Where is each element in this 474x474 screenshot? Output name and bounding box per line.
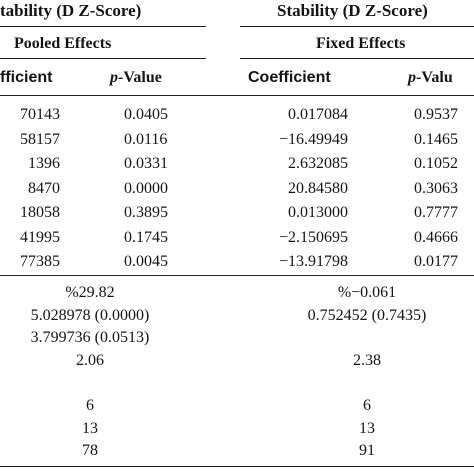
summary-value-left: 6 bbox=[86, 397, 94, 414]
column-header-pvalue-right: p-Valu bbox=[408, 70, 453, 86]
cell-coefficient-pooled: 77385 bbox=[20, 253, 60, 270]
pvalue-italic-p: p bbox=[110, 69, 118, 86]
summary-value-left: 2.06 bbox=[76, 351, 104, 369]
cell-pvalue-pooled: 0.0405 bbox=[124, 106, 168, 123]
summary-value-right: 2.38 bbox=[353, 351, 381, 369]
cell-coefficient-fixed: 20.84580 bbox=[288, 179, 348, 197]
summary-value-left: 78 bbox=[82, 442, 98, 460]
summary-value-right: 91 bbox=[359, 442, 375, 460]
summary-value-left: %29.82 bbox=[65, 284, 115, 301]
summary-value-left: 3.799736 (0.0513) bbox=[30, 329, 150, 347]
summary-value-right: 13 bbox=[359, 419, 375, 437]
subheader-fixed-effects: Fixed Effects bbox=[316, 35, 406, 52]
rule-under-data-rows bbox=[0, 275, 474, 276]
pvalue-suffix: -Valu bbox=[416, 69, 453, 86]
cell-pvalue-fixed: 0.1052 bbox=[414, 155, 458, 172]
rule-table-bottom bbox=[0, 466, 474, 467]
cell-pvalue-fixed: 0.1465 bbox=[414, 130, 458, 148]
cell-pvalue-fixed: 0.3063 bbox=[414, 179, 458, 197]
group-header-right: Stability (D Z-Score) bbox=[277, 1, 428, 20]
cell-coefficient-pooled: 1396 bbox=[28, 155, 60, 172]
pvalue-italic-p: p bbox=[408, 69, 416, 86]
cell-coefficient-pooled: 58157 bbox=[20, 130, 60, 148]
subheader-pooled-effects: Pooled Effects bbox=[14, 35, 112, 52]
cell-pvalue-fixed: 0.0177 bbox=[414, 253, 458, 270]
cell-coefficient-fixed: −16.49949 bbox=[278, 130, 348, 148]
column-header-coefficient-left: fficient bbox=[0, 69, 53, 86]
cell-pvalue-fixed: 0.4666 bbox=[414, 228, 458, 246]
column-header-pvalue-left: p-Value bbox=[110, 70, 162, 86]
cell-coefficient-pooled: 70143 bbox=[20, 106, 60, 123]
rule-under-column-headers bbox=[0, 95, 474, 96]
cell-coefficient-fixed: 2.632085 bbox=[288, 155, 348, 172]
cell-pvalue-fixed: 0.9537 bbox=[414, 106, 458, 123]
summary-value-left: 5.028978 (0.0000) bbox=[30, 306, 150, 324]
cell-coefficient-pooled: 41995 bbox=[20, 228, 60, 246]
cell-coefficient-fixed: −2.150695 bbox=[278, 228, 348, 246]
summary-value-left: 13 bbox=[82, 419, 98, 437]
cell-coefficient-fixed: 0.017084 bbox=[288, 106, 348, 123]
cell-pvalue-pooled: 0.1745 bbox=[124, 228, 168, 246]
cell-pvalue-pooled: 0.3895 bbox=[124, 204, 168, 221]
summary-value-right: %−0.061 bbox=[337, 284, 397, 301]
group-header-left: tability (D Z-Score) bbox=[0, 1, 142, 20]
rule-under-sub-left bbox=[0, 58, 206, 59]
cell-pvalue-pooled: 0.0331 bbox=[124, 155, 168, 172]
cell-coefficient-fixed: 0.013000 bbox=[288, 204, 348, 221]
cell-pvalue-pooled: 0.0000 bbox=[124, 179, 168, 197]
cell-pvalue-pooled: 0.0116 bbox=[124, 130, 168, 148]
cell-coefficient-pooled: 18058 bbox=[20, 204, 60, 221]
cell-coefficient-fixed: −13.91798 bbox=[278, 253, 348, 270]
rule-under-group-right bbox=[240, 26, 474, 27]
cell-pvalue-fixed: 0.7777 bbox=[414, 204, 458, 221]
rule-under-group-left bbox=[0, 26, 206, 27]
summary-value-right: 0.752452 (0.7435) bbox=[307, 306, 427, 324]
cell-coefficient-pooled: 8470 bbox=[28, 179, 60, 197]
summary-value-right: 6 bbox=[363, 397, 371, 414]
pvalue-suffix: -Value bbox=[118, 69, 162, 86]
rule-under-sub-right bbox=[240, 58, 474, 59]
column-header-coefficient-right: Coefficient bbox=[248, 69, 331, 86]
cell-pvalue-pooled: 0.0045 bbox=[124, 253, 168, 270]
